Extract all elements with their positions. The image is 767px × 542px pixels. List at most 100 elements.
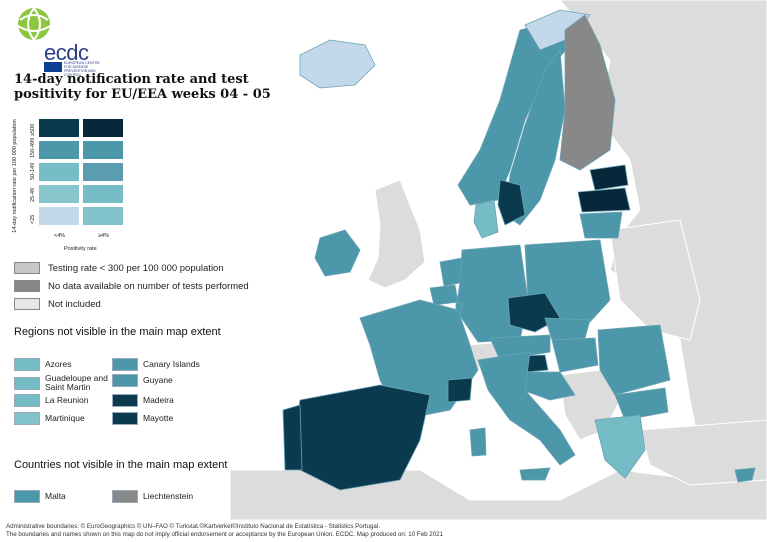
country-item: Malta bbox=[14, 490, 66, 503]
country-sweden bbox=[504, 48, 566, 226]
matrix-x-tick: <4% bbox=[54, 233, 66, 239]
matrix-cell bbox=[38, 184, 80, 204]
region-item: Guadeloupe and Saint Martin bbox=[14, 374, 115, 392]
country-label: Liechtenstein bbox=[143, 491, 194, 501]
ecdc-logo: ecdc EUROPEAN CENTRE FOR DISEASE PREVENT… bbox=[14, 6, 100, 77]
matrix-cell bbox=[38, 118, 80, 138]
legend-swatch bbox=[14, 262, 40, 274]
region-swatch bbox=[14, 412, 40, 425]
eu-eea-countries bbox=[282, 9, 756, 491]
country-greece bbox=[594, 414, 646, 479]
regions-title: Regions not visible in the main map exte… bbox=[14, 326, 221, 338]
region-label: Guyane bbox=[143, 375, 173, 385]
region-swatch bbox=[112, 374, 138, 387]
region-item: Martinique bbox=[14, 412, 85, 425]
legend-item: Not included bbox=[14, 298, 101, 310]
region-label: Azores bbox=[45, 359, 72, 369]
country-estonia bbox=[589, 164, 629, 191]
matrix-cell bbox=[82, 162, 124, 182]
country-belgium bbox=[429, 284, 459, 306]
region-swatch bbox=[112, 394, 138, 407]
matrix-cell bbox=[38, 206, 80, 226]
matrix-cell bbox=[82, 206, 124, 226]
matrix-y-axis-label-wrap: 14-day notification rate per 100 000 pop… bbox=[10, 118, 20, 238]
country-bulgaria bbox=[614, 387, 669, 421]
region-swatch bbox=[112, 358, 138, 371]
matrix-y-tick: 25-49 bbox=[30, 187, 36, 202]
country-germany bbox=[455, 244, 529, 343]
region-swatch bbox=[112, 412, 138, 425]
legend-swatch bbox=[14, 280, 40, 292]
matrix-cell bbox=[82, 118, 124, 138]
matrix-x-tick: ≥4% bbox=[98, 233, 109, 239]
country-austria bbox=[489, 334, 551, 361]
country-latvia bbox=[577, 187, 631, 213]
legend-matrix bbox=[38, 118, 126, 230]
turkey-region bbox=[639, 419, 767, 486]
region-label: Guadeloupe and Saint Martin bbox=[45, 373, 108, 392]
region-label: Martinique bbox=[45, 413, 85, 423]
logo-text: ecdc bbox=[44, 40, 89, 65]
legend-swatch bbox=[14, 298, 40, 310]
country-romania bbox=[597, 324, 671, 396]
region-swatch bbox=[14, 376, 40, 390]
country-iceland bbox=[299, 39, 376, 89]
eu-flag-icon bbox=[44, 62, 62, 72]
region-label: Mayotte bbox=[143, 413, 174, 423]
globe-icon bbox=[17, 7, 51, 41]
country-luxembourg bbox=[455, 302, 463, 311]
country-denmark bbox=[473, 199, 499, 239]
countries-title: Countries not visible in the main map ex… bbox=[14, 459, 228, 471]
uk-region bbox=[367, 179, 426, 289]
matrix-y-tick: <25 bbox=[30, 214, 36, 224]
country-hungary bbox=[551, 337, 599, 373]
matrix-y-tick: 150-499 bbox=[30, 137, 36, 158]
region-label: Canary Islands bbox=[143, 359, 200, 369]
country-swatch bbox=[112, 490, 138, 503]
country-sardinia bbox=[469, 427, 487, 457]
legend-label: Not included bbox=[48, 298, 101, 310]
country-lithuania bbox=[579, 211, 623, 239]
footer-line-1: Administrative boundaries: © EuroGeograp… bbox=[6, 523, 380, 530]
region-france-se bbox=[447, 377, 473, 403]
country-finland bbox=[559, 14, 616, 171]
region-item: Canary Islands bbox=[112, 358, 200, 371]
country-sicily bbox=[519, 467, 551, 481]
country-cyprus bbox=[734, 467, 756, 483]
matrix-cell bbox=[82, 140, 124, 160]
country-slovakia bbox=[544, 317, 591, 341]
footer: Administrative boundaries: © EuroGeograp… bbox=[6, 523, 766, 539]
region-swatch bbox=[14, 358, 40, 371]
legend-item: Testing rate < 300 per 100 000 populatio… bbox=[14, 262, 224, 274]
region-label: La Reunion bbox=[45, 395, 89, 405]
logo-tagline: EUROPEAN CENTRE FOR DISEASE PREVENTION A… bbox=[64, 61, 100, 77]
region-item: Guyane bbox=[112, 374, 173, 387]
country-item: Liechtenstein bbox=[112, 490, 193, 503]
matrix-y-tick: ≥500 bbox=[30, 123, 36, 136]
matrix-y-tick: 50-149 bbox=[30, 162, 36, 180]
map-title: 14-day notification rate and test positi… bbox=[14, 72, 271, 102]
country-swatch bbox=[14, 490, 40, 503]
region-sweden-south bbox=[497, 179, 526, 226]
matrix-cell bbox=[38, 140, 80, 160]
matrix-cell bbox=[82, 184, 124, 204]
ukraine-belarus-region bbox=[609, 219, 701, 341]
matrix-x-axis-label: Positivity rate bbox=[64, 246, 97, 252]
footer-line-2: The boundaries and names shown on this m… bbox=[6, 531, 444, 538]
matrix-cell bbox=[38, 162, 80, 182]
country-portugal bbox=[282, 404, 303, 471]
region-item: Madeira bbox=[112, 394, 174, 407]
legend-item: No data available on number of tests per… bbox=[14, 280, 249, 292]
region-swatch bbox=[14, 394, 40, 407]
legend-label: Testing rate < 300 per 100 000 populatio… bbox=[48, 262, 224, 274]
legend-label: No data available on number of tests per… bbox=[48, 280, 249, 292]
matrix-y-axis-label: 14-day notification rate per 100 000 pop… bbox=[12, 119, 18, 233]
region-label: Madeira bbox=[143, 395, 174, 405]
region-item: Mayotte bbox=[112, 412, 173, 425]
region-item: Azores bbox=[14, 358, 71, 371]
country-italy bbox=[477, 351, 576, 466]
country-label: Malta bbox=[45, 491, 66, 501]
region-item: La Reunion bbox=[14, 394, 88, 407]
country-ireland bbox=[314, 229, 361, 277]
